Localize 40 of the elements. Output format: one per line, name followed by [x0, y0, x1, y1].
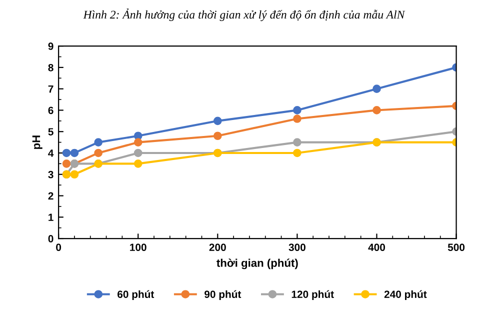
- y-tick-label: 8: [48, 64, 54, 72]
- x-tick-label: 200: [209, 244, 226, 252]
- point: [94, 138, 102, 146]
- point: [134, 148, 142, 158]
- x-tick-label: 100: [130, 244, 146, 252]
- point: [213, 132, 222, 140]
- point: [70, 170, 79, 179]
- x-axis-title: thời gian (phút): [216, 258, 298, 270]
- point: [372, 106, 381, 114]
- y-tick-label: 0: [48, 235, 54, 242]
- point: [70, 148, 79, 158]
- point: [213, 116, 222, 126]
- point: [293, 138, 302, 146]
- point: [134, 138, 142, 146]
- chart-title: Hình 2: Ảnh hưởng của thời gian xử lý đến độ ổn định của mẫu AlN: [83, 8, 406, 22]
- point: [293, 106, 302, 114]
- y-tick-label: 3: [48, 170, 54, 178]
- y-tick-label: 9: [48, 42, 54, 50]
- point: [372, 84, 381, 93]
- legend-label: 60 phút: [118, 290, 154, 300]
- y-tick-label: 7: [48, 85, 54, 93]
- y-axis-title: pH: [32, 136, 42, 149]
- point: [134, 160, 142, 168]
- legend-label: 240 phút: [384, 290, 427, 300]
- x-tick-label: 400: [368, 244, 385, 252]
- point: [293, 148, 302, 158]
- point: [62, 148, 71, 158]
- x-tick-label: 0: [56, 244, 62, 252]
- y-tick-label: 4: [48, 150, 54, 157]
- point: [94, 148, 102, 158]
- point: [62, 160, 71, 168]
- legend-label: 90 phút: [204, 290, 242, 300]
- x-tick-label: 300: [288, 244, 306, 252]
- y-tick-label: 5: [48, 128, 54, 136]
- legend-label: 120 phút: [292, 290, 334, 300]
- x-tick-label: 500: [448, 244, 465, 252]
- y-tick-label: 2: [48, 192, 54, 200]
- y-tick-label: 1: [48, 214, 54, 221]
- y-tick-label: 6: [48, 106, 54, 114]
- point: [293, 114, 302, 123]
